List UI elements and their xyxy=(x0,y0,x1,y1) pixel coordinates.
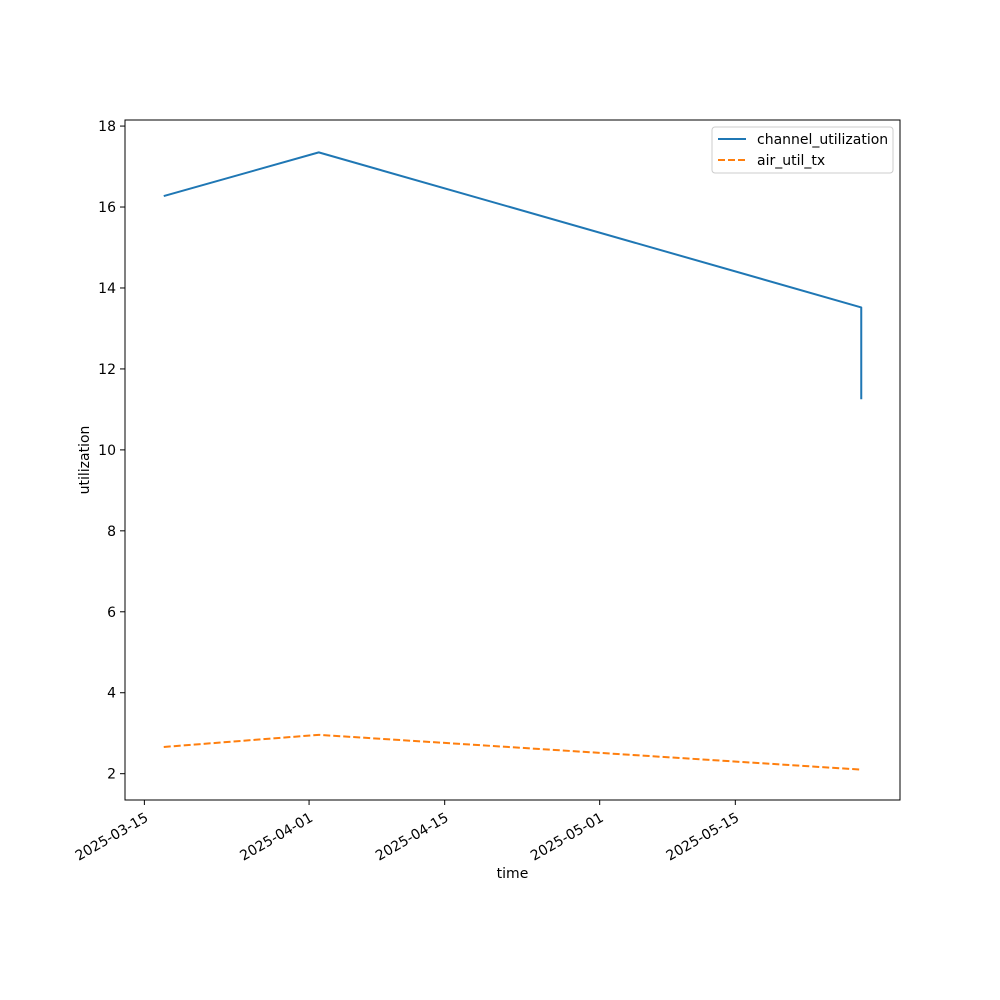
series-line-2 xyxy=(163,733,862,771)
legend-box xyxy=(711,126,894,174)
y-tick-label: 8 xyxy=(107,524,116,540)
y-tick-label: 6 xyxy=(107,605,116,621)
y-tick-label: 2 xyxy=(107,767,116,783)
y-tick-label: 4 xyxy=(107,686,116,702)
x-tick-label: 2025-05-15 xyxy=(664,810,742,865)
x-axis-label: time xyxy=(497,866,529,882)
y-tick-label: 10 xyxy=(98,443,116,459)
y-tick-label: 16 xyxy=(98,200,116,216)
series-line-1 xyxy=(163,151,863,400)
y-tick-label: 12 xyxy=(98,362,116,378)
x-tick-label: 2025-04-15 xyxy=(373,810,451,865)
series-layer xyxy=(163,151,863,771)
y-tick-label: 14 xyxy=(98,281,116,297)
y-tick-label: 18 xyxy=(98,119,116,135)
plot-area xyxy=(124,119,901,801)
x-tick-label: 2025-03-15 xyxy=(73,810,151,865)
y-axis-label: utilization xyxy=(77,426,93,495)
legend-label-2: air_util_tx xyxy=(757,153,825,169)
plot-frame xyxy=(124,119,901,801)
legend: channel_utilization air_util_tx xyxy=(711,126,894,174)
x-tick-label: 2025-05-01 xyxy=(528,810,606,865)
legend-label-1: channel_utilization xyxy=(757,132,888,148)
x-tick-label: 2025-04-01 xyxy=(237,810,315,865)
axis-layer: 2 4 6 8 10 12 14 16 18 2025-03-15 2025-04-01 2025-0… xyxy=(73,119,742,864)
